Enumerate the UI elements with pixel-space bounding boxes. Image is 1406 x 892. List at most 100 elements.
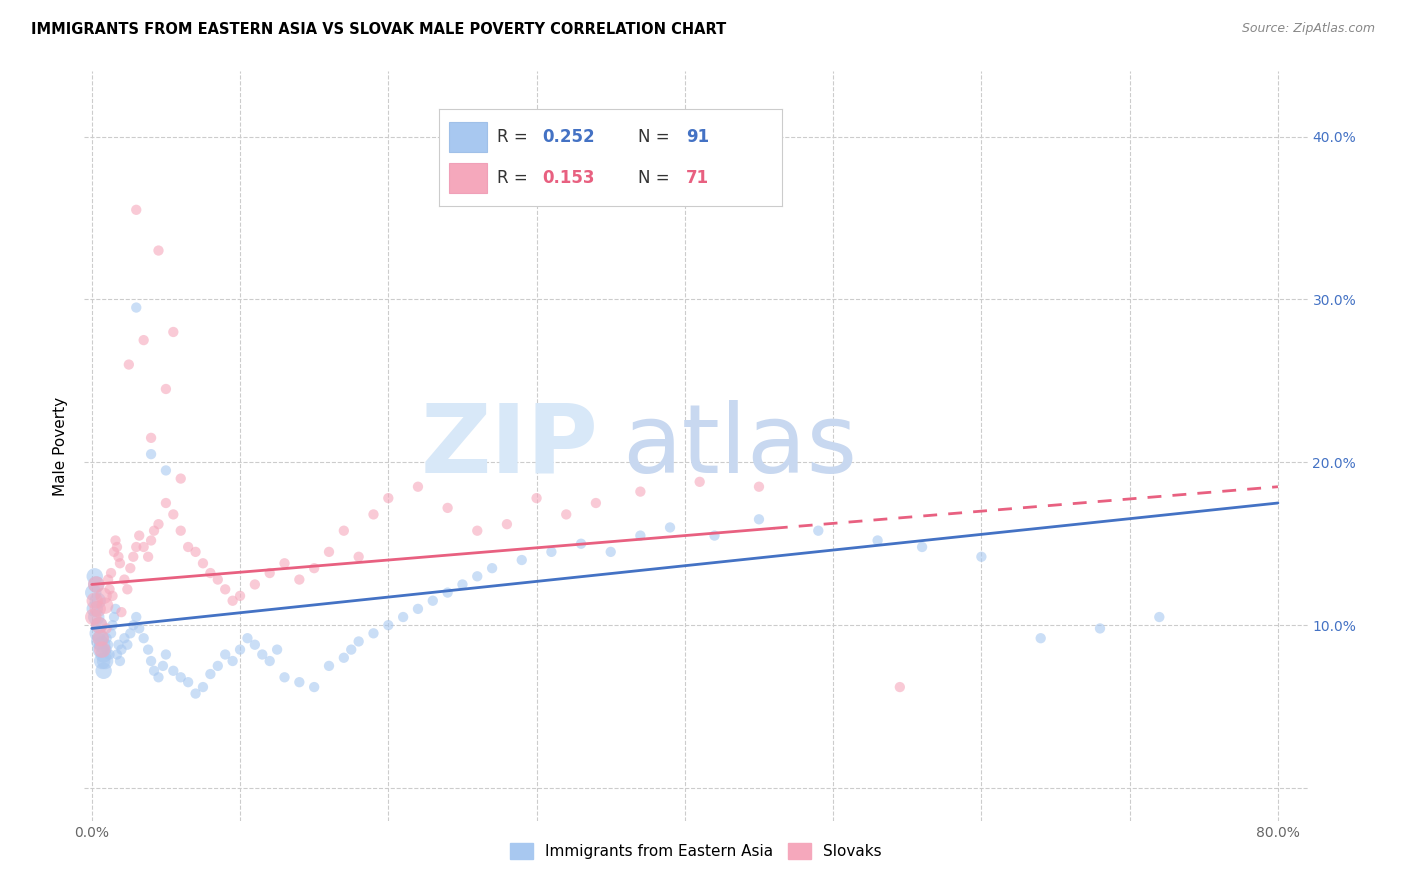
Point <box>89 618 111 632</box>
Point <box>104 533 127 548</box>
Point <box>221 593 243 607</box>
Point <box>318 659 340 673</box>
Point <box>117 582 139 597</box>
Point <box>377 491 399 505</box>
Point <box>97 573 120 587</box>
Point <box>105 648 128 662</box>
Point <box>132 631 155 645</box>
Point <box>91 638 114 652</box>
Point <box>112 631 135 645</box>
Point <box>748 480 770 494</box>
Point <box>406 602 429 616</box>
Point <box>136 549 159 564</box>
Point <box>82 610 104 624</box>
Point <box>540 545 562 559</box>
Point <box>162 664 184 678</box>
Point <box>139 533 162 548</box>
Point <box>96 642 118 657</box>
Text: atlas: atlas <box>623 400 858 492</box>
Point <box>83 569 105 583</box>
Point <box>139 654 162 668</box>
Point <box>911 540 934 554</box>
Point <box>333 650 356 665</box>
Point <box>243 577 266 591</box>
Point <box>125 540 148 554</box>
Point <box>689 475 711 489</box>
Point <box>132 333 155 347</box>
Point <box>569 537 592 551</box>
Point <box>94 654 117 668</box>
Point <box>259 566 281 580</box>
Point <box>273 556 295 570</box>
Point <box>451 577 474 591</box>
Point <box>288 675 311 690</box>
Point <box>101 589 124 603</box>
Point <box>422 593 444 607</box>
Point <box>139 447 162 461</box>
Point <box>110 642 132 657</box>
Point <box>86 602 108 616</box>
Point <box>143 664 166 678</box>
Point <box>347 634 370 648</box>
Point <box>252 648 274 662</box>
Point <box>191 680 214 694</box>
Point <box>108 556 131 570</box>
Point <box>82 585 104 599</box>
Point <box>889 680 911 694</box>
Point <box>105 540 128 554</box>
Point <box>148 670 170 684</box>
Point <box>229 589 252 603</box>
Point <box>104 602 127 616</box>
Point <box>136 642 159 657</box>
Point <box>152 659 174 673</box>
Point <box>184 545 207 559</box>
Point <box>97 638 120 652</box>
Point <box>117 638 139 652</box>
Point <box>436 585 458 599</box>
Point <box>302 680 325 694</box>
Point <box>120 561 142 575</box>
Point <box>91 654 114 668</box>
Point <box>83 602 105 616</box>
Text: Source: ZipAtlas.com: Source: ZipAtlas.com <box>1241 22 1375 36</box>
Point <box>465 569 488 583</box>
Point <box>90 631 112 645</box>
Point <box>555 508 578 522</box>
Point <box>96 622 118 636</box>
Point <box>177 540 200 554</box>
Point <box>229 642 252 657</box>
Point <box>200 566 222 580</box>
Point <box>162 325 184 339</box>
Point <box>170 524 193 538</box>
Point <box>155 463 177 477</box>
Point <box>155 648 177 662</box>
Point <box>93 648 115 662</box>
Text: IMMIGRANTS FROM EASTERN ASIA VS SLOVAK MALE POVERTY CORRELATION CHART: IMMIGRANTS FROM EASTERN ASIA VS SLOVAK M… <box>31 22 725 37</box>
Point <box>807 524 830 538</box>
Point <box>628 528 651 542</box>
Point <box>125 610 148 624</box>
Point <box>107 638 129 652</box>
Point <box>236 631 259 645</box>
Point <box>89 618 111 632</box>
Point <box>302 561 325 575</box>
Point <box>122 618 145 632</box>
Point <box>392 610 415 624</box>
Point <box>98 582 121 597</box>
Point <box>1029 631 1052 645</box>
Point <box>89 634 111 648</box>
Point <box>107 549 129 564</box>
Point <box>132 540 155 554</box>
Point <box>340 642 363 657</box>
Point <box>259 654 281 668</box>
Point <box>748 512 770 526</box>
Point <box>86 626 108 640</box>
Point <box>100 566 122 580</box>
Point <box>200 667 222 681</box>
Point <box>112 573 135 587</box>
Point <box>191 556 214 570</box>
Point <box>214 648 236 662</box>
Point <box>207 573 229 587</box>
Point <box>526 491 548 505</box>
Point <box>101 618 124 632</box>
